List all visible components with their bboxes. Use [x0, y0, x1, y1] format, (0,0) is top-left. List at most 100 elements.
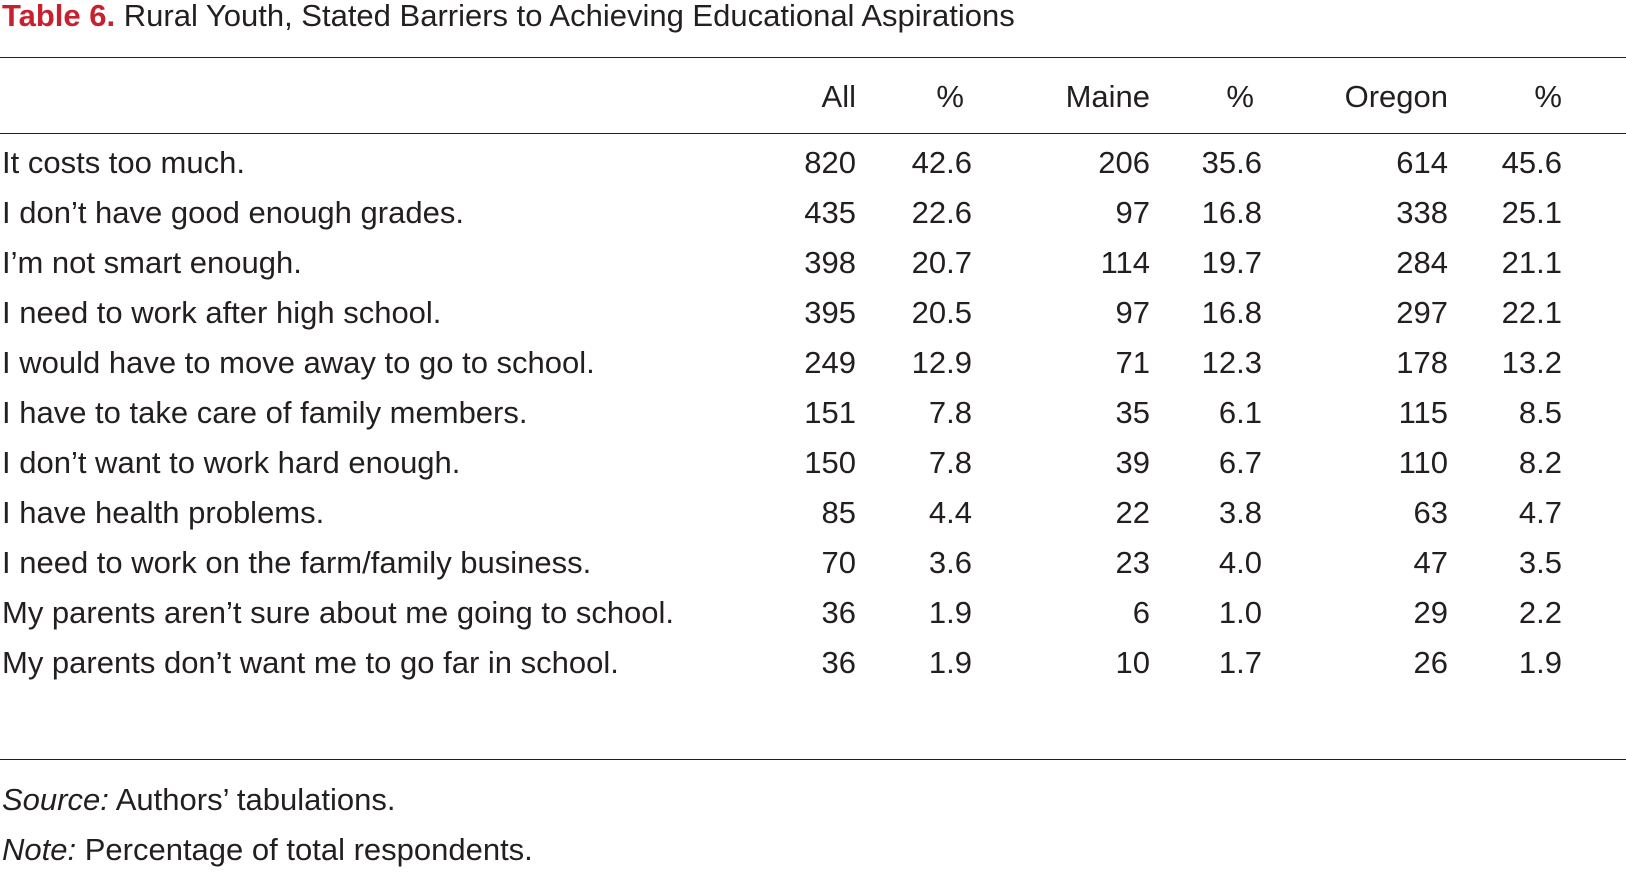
source-note: Source: Authors’ tabulations. [2, 775, 533, 825]
table-row: I have to take care of family members. 15… [0, 388, 1600, 438]
row-value-cell: 1.9 [928, 595, 972, 630]
row-label-text: My parents aren’t sure about me going to… [2, 595, 675, 630]
row-label: I have to take care of family members. [0, 388, 770, 438]
table-row: I would have to move away to go to schoo… [0, 338, 1600, 388]
row-value-cell: 435 [804, 195, 856, 230]
row-value-cell: 1.7 [1218, 645, 1262, 680]
row-value-cell: 338 [1396, 195, 1448, 230]
table-row: I need to work on the farm/family busine… [0, 538, 1600, 588]
table-row: I have health problems. 85 4.4 22 3.8 63 4.7 [0, 488, 1600, 538]
row-value-cell: 63 [1413, 495, 1448, 530]
header-maine-pct: % [1226, 79, 1254, 114]
row-value-cell: 151 [804, 395, 856, 430]
data-table: All % Maine % Oregon % It costs too much… [0, 70, 1600, 688]
row-value-cell: 3.5 [1518, 545, 1562, 580]
row-label-text: I have to take care of family members. [2, 395, 528, 430]
table-row: My parents aren’t sure about me going to… [0, 588, 1600, 638]
source-text: Authors’ tabulations. [108, 782, 396, 817]
row-value-cell: 150 [804, 445, 856, 480]
table-row: I don’t have good enough grades. 435 22.6 9… [0, 188, 1600, 238]
bottom-rule [0, 759, 1626, 760]
row-label-text: I have health problems. [2, 495, 325, 530]
row-value-cell: 20.5 [911, 295, 972, 330]
row-value-cell: 4.0 [1218, 545, 1262, 580]
row-value-cell: 22.6 [911, 195, 972, 230]
row-value-cell: 284 [1396, 245, 1448, 280]
row-value-cell: 1.9 [928, 645, 972, 680]
row-value-cell: 26 [1413, 645, 1448, 680]
row-value-cell: 3.8 [1218, 495, 1262, 530]
row-value-cell: 10 [1115, 645, 1150, 680]
row-value-cell: 25.1 [1501, 195, 1562, 230]
row-value-cell: 13.2 [1501, 345, 1562, 380]
row-value-cell: 398 [804, 245, 856, 280]
row-value-cell: 35 [1115, 395, 1150, 430]
row-label-text: I need to work after high school. [2, 295, 442, 330]
row-value-cell: 114 [1100, 245, 1150, 280]
row-value-cell: 97 [1115, 195, 1150, 230]
header-maine: Maine [1065, 79, 1150, 114]
row-value-cell: 1.9 [1518, 645, 1562, 680]
row-value-cell: 12.3 [1201, 345, 1262, 380]
row-label: I need to work on the farm/family busine… [0, 538, 770, 588]
row-value-cell: 4.7 [1518, 495, 1562, 530]
row-value-cell: 22.1 [1501, 295, 1562, 330]
table-row: I’m not smart enough. 398 20.7 114 19.7 284 21… [0, 238, 1600, 288]
table-row: I don’t want to work hard enough. 150 7.8 3… [0, 438, 1600, 488]
row-value-cell: 16.8 [1201, 295, 1262, 330]
table-notes: Source: Authors’ tabulations. Note: Perc… [2, 775, 533, 875]
row-value-cell: 7.8 [928, 395, 972, 430]
row-value-cell: 22 [1115, 495, 1150, 530]
header-row: All % Maine % Oregon % [0, 70, 1600, 124]
source-label: Source: [2, 782, 109, 817]
table-row: It costs too much. 820 42.6 206 35.6 614 45.6 [0, 138, 1600, 188]
row-label-text: I need to work on the farm/family busine… [2, 545, 592, 580]
row-value-cell: 7.8 [928, 445, 972, 480]
header-rule [0, 133, 1626, 134]
row-value-cell: 21.1 [1501, 245, 1562, 280]
row-label-text: I’m not smart enough. [2, 245, 302, 280]
row-value-cell: 39 [1115, 445, 1150, 480]
row-value-cell: 820 [804, 145, 856, 180]
row-value-cell: 6 [1132, 595, 1150, 630]
row-value-cell: 36 [821, 645, 856, 680]
row-value-cell: 1.0 [1218, 595, 1262, 630]
row-value-cell: 35.6 [1201, 145, 1262, 180]
row-value-cell: 3.6 [928, 545, 972, 580]
table-title-text: Rural Youth, Stated Barriers to Achievin… [123, 0, 1015, 33]
header-all-pct: % [936, 79, 964, 114]
row-value-cell: 45.6 [1501, 145, 1562, 180]
row-label: My parents don’t want me to go far in sc… [0, 638, 770, 688]
row-label: My parents aren’t sure about me going to… [0, 588, 770, 638]
row-value-cell: 47 [1413, 545, 1448, 580]
percentage-note: Note: Percentage of total respondents. [2, 825, 533, 875]
row-value-cell: 36 [821, 595, 856, 630]
row-value-cell: 20.7 [911, 245, 972, 280]
row-value-cell: 178 [1396, 345, 1448, 380]
row-value-cell: 297 [1396, 295, 1448, 330]
table-title: Table 6. Rural Youth, Stated Barriers to… [2, 0, 1015, 38]
row-label-text: I don’t have good enough grades. [2, 195, 464, 230]
row-label: It costs too much. [0, 138, 770, 188]
row-label: I’m not smart enough. [0, 238, 770, 288]
row-value-cell: 8.5 [1518, 395, 1562, 430]
row-value-cell: 395 [804, 295, 856, 330]
row-value-cell: 29 [1413, 595, 1448, 630]
row-label-text: I would have to move away to go to schoo… [2, 345, 595, 380]
row-label: I would have to move away to go to schoo… [0, 338, 770, 388]
table-row: I need to work after high school. 395 20.5… [0, 288, 1600, 338]
header-label-cell [0, 70, 770, 124]
row-label: I need to work after high school. [0, 288, 770, 338]
row-label: I don’t have good enough grades. [0, 188, 770, 238]
row-value-cell: 8.2 [1518, 445, 1562, 480]
row-value-cell: 12.9 [911, 345, 972, 380]
row-value-cell: 97 [1115, 295, 1150, 330]
row-value-cell: 4.4 [928, 495, 972, 530]
row-value-cell: 110 [1398, 445, 1448, 480]
row-value-cell: 206 [1098, 145, 1150, 180]
row-label-text: My parents don’t want me to go far in sc… [2, 645, 619, 680]
row-value-cell: 85 [821, 495, 856, 530]
row-value-cell: 614 [1396, 145, 1448, 180]
row-value-cell: 42.6 [911, 145, 972, 180]
